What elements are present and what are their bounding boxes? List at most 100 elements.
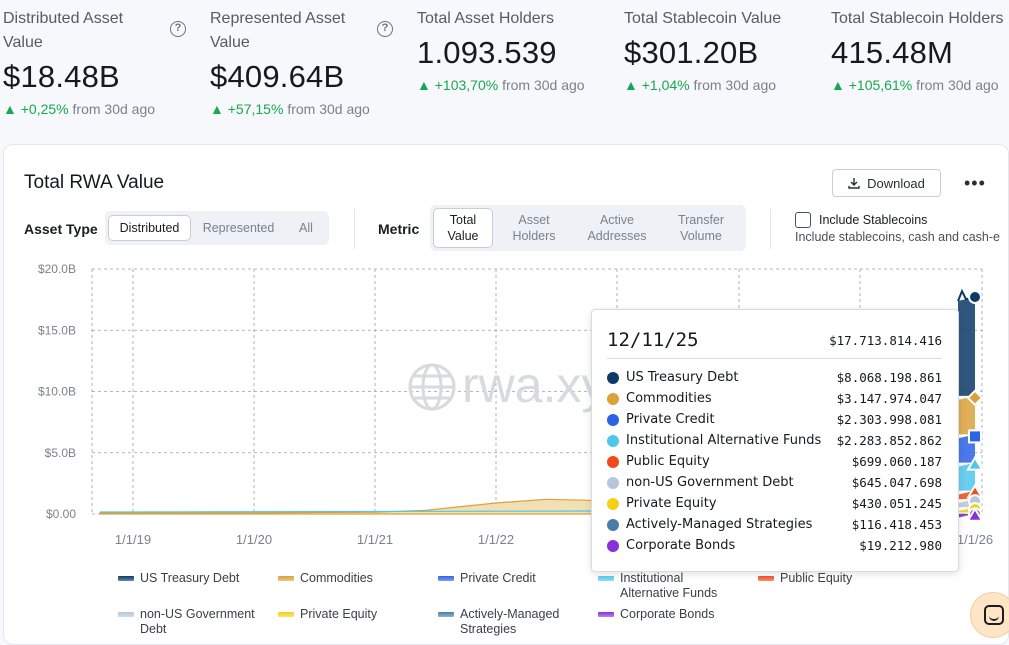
- y-tick-label: $15.0B: [38, 323, 76, 337]
- divider: [354, 209, 355, 249]
- kpi-value: $301.20B: [624, 35, 759, 70]
- legend-item-non-us-government-debt[interactable]: non-US Government Debt: [140, 607, 255, 637]
- kpi-value: 1.093.539: [417, 35, 557, 70]
- metric-option-line: Asset: [518, 213, 550, 227]
- y-tick-label: $0.00: [46, 507, 76, 521]
- more-options-icon[interactable]: •••: [964, 173, 986, 193]
- kpi-delta-period: from 30d ago: [693, 77, 777, 93]
- series-dot: [607, 372, 619, 384]
- legend-label: Actively-Managed: [460, 607, 560, 621]
- include-stablecoins-checkbox[interactable]: [795, 212, 811, 228]
- legend-swatch: [118, 612, 134, 617]
- series-dot: [607, 519, 619, 531]
- metric-active-addresses[interactable]: Active Addresses: [575, 209, 659, 247]
- legend-swatch: [278, 576, 294, 581]
- marker-corporate-bonds: [966, 506, 984, 522]
- tooltip-divider: [607, 358, 942, 359]
- x-tick-label: 1/1/20: [236, 532, 272, 547]
- kpi-delta-period: from 30d ago: [502, 77, 585, 93]
- kpi-delta-pct: +1,04%: [641, 77, 690, 93]
- legend-item-institutional-alternative-funds[interactable]: Institutional Alternative Funds: [620, 571, 717, 601]
- include-stablecoins-label[interactable]: Include Stablecoins: [819, 213, 928, 227]
- y-tick-label: $20.0B: [38, 262, 76, 276]
- series-dot: [607, 498, 619, 510]
- y-axis: $0.00 $5.0B $10.0B $15.0B $20.0B: [38, 262, 76, 521]
- kpi-distributed-asset-value: Distributed Asset Value $18.48B ▲ +0,25%…: [3, 7, 188, 117]
- download-label: Download: [867, 175, 925, 191]
- asset-type-represented[interactable]: Represented: [202, 221, 275, 235]
- kpi-total-stablecoin-holders: Total Stablecoin Holders 415.48M ▲ +105,…: [831, 7, 1004, 93]
- chart-hover-markers: [966, 290, 984, 522]
- kpi-total-stablecoin-value: Total Stablecoin Value $301.20B ▲ +1,04%…: [624, 7, 781, 93]
- metric-label: Metric: [378, 221, 420, 237]
- include-stablecoins-description: Include stablecoins, cash and cash-e: [795, 230, 1000, 244]
- tooltip-row: Public Equity $699.060.187: [607, 452, 942, 473]
- metric-asset-holders[interactable]: Asset Holders: [493, 209, 575, 247]
- legend-item-private-equity[interactable]: Private Equity: [300, 607, 377, 622]
- legend-label: Corporate Bonds: [620, 607, 715, 621]
- metric-total-value[interactable]: Total Value: [433, 208, 493, 248]
- tooltip-row: non-US Government Debt $645.047.698: [607, 473, 942, 494]
- tooltip-series-name: Institutional Alternative Funds: [626, 433, 822, 448]
- chat-support-button[interactable]: [970, 592, 1009, 638]
- legend-label: US Treasury Debt: [140, 571, 240, 585]
- metric-option-line: Active: [599, 213, 635, 227]
- tooltip-series-name: Private Equity: [626, 496, 717, 511]
- card-title: Total RWA Value: [24, 172, 165, 193]
- metric-transfer-volume[interactable]: Transfer Volume: [659, 209, 743, 247]
- legend-swatch: [758, 576, 774, 581]
- metric-option-line: Total: [449, 213, 477, 227]
- legend-swatch: [118, 576, 134, 581]
- divider: [770, 209, 771, 249]
- series-dot: [607, 540, 619, 552]
- metric-option-line: Addresses: [587, 229, 647, 243]
- kpi-delta-period: from 30d ago: [72, 101, 156, 117]
- x-tick-label: 1/1/19: [115, 532, 151, 547]
- tooltip-series-value: $645.047.698: [851, 475, 942, 490]
- metric-option-line: Value: [447, 229, 479, 243]
- marker-institutional-alternative-funds: [966, 455, 984, 471]
- x-tick-label: 1/1/21: [357, 532, 393, 547]
- kpi-label: Distributed Asset Value: [3, 10, 124, 51]
- help-icon[interactable]: ?: [170, 21, 186, 37]
- asset-type-toggle: Distributed Represented All: [105, 211, 329, 245]
- series-area-commodities: [958, 395, 975, 435]
- marker-commodities: [966, 389, 984, 407]
- tooltip-row: Private Equity $430.051.245: [607, 494, 942, 515]
- legend-swatch: [438, 612, 454, 617]
- asset-type-distributed[interactable]: Distributed: [108, 215, 191, 241]
- series-dot: [607, 477, 619, 489]
- series-dot: [607, 456, 619, 468]
- legend-label: Institutional: [620, 571, 684, 585]
- legend-label: Alternative Funds: [620, 586, 718, 600]
- tooltip-row: Private Credit $2.303.998.081: [607, 410, 942, 431]
- legend-item-public-equity[interactable]: Public Equity: [780, 571, 852, 586]
- legend-item-corporate-bonds[interactable]: Corporate Bonds: [620, 607, 715, 622]
- legend-item-us-treasury-debt[interactable]: US Treasury Debt: [140, 571, 239, 586]
- tooltip-series-value: $2.283.852.862: [836, 433, 942, 448]
- legend-swatch: [598, 612, 614, 617]
- kpi-label: Represented Asset Value: [210, 10, 346, 51]
- tooltip-series-value: $116.418.453: [851, 517, 942, 532]
- legend-item-commodities[interactable]: Commodities: [300, 571, 373, 586]
- kpi-delta-pct: +105,61%: [848, 77, 913, 93]
- legend-label: Private Equity: [300, 607, 378, 621]
- kpi-delta-period: from 30d ago: [916, 77, 999, 93]
- tooltip-series-name: Commodities: [626, 391, 712, 406]
- metric-option-line: Transfer: [677, 213, 725, 227]
- tooltip-total: $17.713.814.416: [829, 333, 942, 348]
- series-area-us-treasury-debt: [958, 297, 975, 396]
- legend-label: Private Credit: [460, 571, 536, 585]
- tooltip-series-value: $8.068.198.861: [836, 370, 942, 385]
- help-icon[interactable]: ?: [377, 21, 393, 37]
- kpi-delta-pct: +103,70%: [434, 77, 499, 93]
- asset-type-all[interactable]: All: [299, 221, 313, 235]
- download-button[interactable]: Download: [832, 169, 941, 197]
- legend-item-private-credit[interactable]: Private Credit: [460, 571, 536, 586]
- kpi-strip: Distributed Asset Value $18.48B ▲ +0,25%…: [0, 0, 1009, 140]
- trend-up-icon: ▲: [417, 77, 431, 93]
- legend-swatch: [598, 576, 614, 581]
- series-dot: [607, 393, 619, 405]
- legend-item-actively-managed-strategies[interactable]: Actively-Managed Strategies: [460, 607, 559, 637]
- kpi-total-asset-holders: Total Asset Holders 1.093.539 ▲ +103,70%…: [417, 7, 585, 93]
